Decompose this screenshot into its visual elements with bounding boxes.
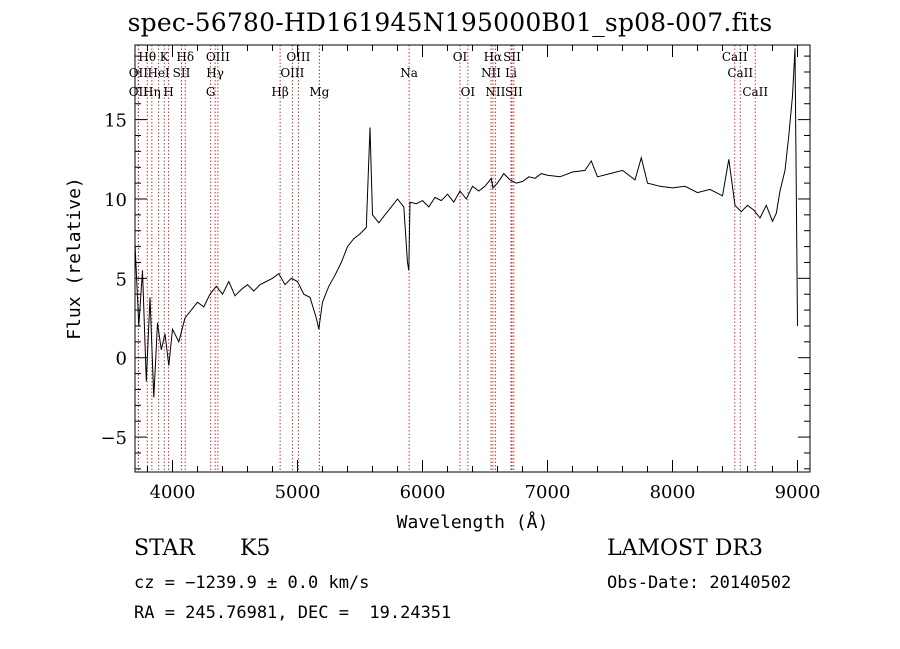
line-label-15: Mg	[309, 85, 329, 99]
line-label-16: Na	[400, 66, 418, 80]
line-label-14: OIII	[286, 50, 310, 64]
y-tick-label--5: −5	[100, 428, 127, 449]
x-tick-label-7000: 7000	[525, 482, 571, 503]
line-label-26: CaII	[727, 66, 753, 80]
line-label-21: NII	[485, 85, 505, 99]
line-label-10: Hγ	[206, 66, 224, 80]
x-tick-label-9000: 9000	[775, 482, 821, 503]
coordinates: RA = 245.76981, DEC = 19.24351	[134, 603, 452, 623]
line-label-3: Hη	[143, 85, 161, 99]
observation-date: Obs-Date: 20140502	[607, 573, 792, 593]
x-axis-ticks: 4000 5000 6000 7000 8000 9000	[147, 45, 821, 503]
y-tick-label-15: 15	[104, 111, 127, 132]
y-tick-label-0: 0	[116, 349, 127, 370]
y-tick-label-5: 5	[116, 269, 127, 290]
y-axis-label: Flux (relative)	[64, 177, 85, 340]
line-label-7: SII	[173, 66, 191, 80]
line-markers-group	[137, 45, 756, 472]
line-label-20: Hα	[484, 50, 503, 64]
line-label-23: Li	[505, 66, 517, 80]
line-label-6: H	[163, 85, 173, 99]
line-label-27: CaII	[742, 85, 768, 99]
line-label-25: CaII	[722, 50, 748, 64]
y-axis-ticks: −5 0 5 10 15	[100, 55, 810, 470]
x-tick-label-8000: 8000	[650, 482, 696, 503]
spectrum-series-line	[134, 48, 798, 398]
line-label-4: HeI	[147, 66, 170, 80]
line-label-18: OI	[461, 85, 476, 99]
line-label-12: Hβ	[271, 85, 288, 99]
line-label-2: OII	[129, 85, 149, 99]
line-label-22: SII	[503, 50, 521, 64]
line-label-19: NII	[481, 66, 501, 80]
chart-title: spec-56780-HD161945N195000B01_sp08-007.f…	[127, 8, 773, 37]
object-subclass: K5	[240, 536, 271, 561]
line-label-24: SII	[505, 85, 523, 99]
redshift-velocity: cz = −1239.9 ± 0.0 km/s	[134, 573, 370, 593]
x-axis-label: Wavelength (Å)	[397, 511, 549, 533]
line-label-1: OII	[129, 66, 149, 80]
line-label-11: G	[206, 85, 216, 99]
line-label-5: K	[160, 50, 170, 64]
line-label-8: Hδ	[176, 50, 194, 64]
plot-frame	[134, 44, 811, 473]
object-type: STAR	[134, 536, 195, 561]
x-tick-label-5000: 5000	[275, 482, 321, 503]
line-label-9: OIII	[206, 50, 230, 64]
line-label-13: OIII	[280, 66, 304, 80]
x-tick-label-4000: 4000	[150, 482, 196, 503]
line-label-0: Hθ	[138, 50, 156, 64]
y-tick-label-10: 10	[104, 190, 127, 211]
line-label-17: OI	[453, 50, 468, 64]
x-tick-label-6000: 6000	[400, 482, 446, 503]
survey-name: LAMOST DR3	[607, 536, 763, 561]
